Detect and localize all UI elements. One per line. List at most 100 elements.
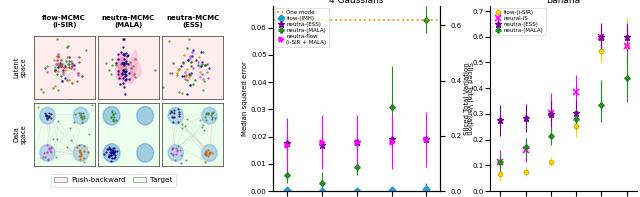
Point [67, 64, 77, 68]
Point [111, 149, 122, 152]
Point [49, 58, 60, 61]
Point [164, 111, 175, 114]
Point [109, 115, 120, 118]
Point [58, 63, 68, 66]
Point [62, 46, 72, 49]
Point [51, 63, 61, 66]
Point [106, 151, 116, 154]
Point [109, 150, 119, 153]
Point [46, 146, 56, 149]
Point [77, 74, 87, 77]
Point [177, 60, 188, 63]
Point [168, 115, 179, 119]
Point [188, 67, 198, 70]
Point [107, 63, 117, 66]
Ellipse shape [125, 61, 133, 83]
Point [52, 58, 62, 61]
Point [177, 126, 187, 129]
Point [188, 48, 198, 52]
Point [60, 76, 70, 79]
Point [118, 76, 128, 80]
Point [118, 69, 128, 72]
Point [109, 151, 119, 154]
Point [42, 117, 52, 120]
Point [108, 112, 118, 115]
Point [75, 158, 85, 161]
Point [168, 115, 178, 119]
Point [55, 64, 65, 67]
Point [50, 85, 60, 88]
Ellipse shape [202, 107, 217, 124]
Point [109, 120, 120, 123]
Point [76, 112, 86, 115]
Point [205, 151, 216, 154]
Point [173, 69, 183, 72]
Point [61, 56, 72, 59]
Point [69, 68, 79, 71]
Ellipse shape [74, 145, 88, 161]
Point [198, 128, 209, 132]
Point [121, 61, 131, 65]
Point [108, 147, 118, 150]
Point [76, 114, 86, 117]
Point [54, 64, 64, 68]
Point [45, 150, 55, 153]
Point [58, 69, 68, 72]
Point [83, 150, 93, 153]
Point [169, 109, 179, 112]
Point [119, 70, 129, 73]
Point [73, 72, 83, 75]
Point [108, 92, 118, 95]
Point [42, 151, 52, 154]
Ellipse shape [202, 145, 217, 161]
Point [113, 57, 123, 60]
Point [174, 110, 184, 113]
Point [65, 126, 75, 129]
Point [44, 148, 54, 151]
Point [61, 59, 71, 62]
Point [53, 62, 63, 65]
Point [104, 148, 115, 151]
Ellipse shape [137, 106, 154, 125]
Point [110, 153, 120, 156]
Point [69, 121, 79, 124]
Point [173, 108, 184, 111]
Ellipse shape [168, 107, 184, 124]
Point [104, 68, 115, 71]
Point [63, 63, 73, 66]
Point [172, 72, 182, 75]
Point [129, 76, 140, 79]
Point [118, 58, 129, 61]
Point [168, 147, 179, 150]
Text: neutra-MCMC
(ESS): neutra-MCMC (ESS) [166, 15, 219, 28]
Point [44, 111, 54, 114]
Point [119, 63, 129, 66]
Point [68, 63, 79, 66]
Point [101, 148, 111, 151]
Point [109, 156, 119, 159]
Point [166, 111, 177, 114]
Ellipse shape [129, 58, 141, 78]
Ellipse shape [119, 54, 127, 78]
Point [51, 156, 61, 159]
Point [75, 150, 85, 153]
Point [99, 152, 109, 155]
Point [123, 53, 133, 56]
Point [123, 62, 133, 65]
Point [243, 126, 253, 129]
Point [52, 72, 62, 75]
Point [116, 72, 127, 75]
Point [195, 76, 205, 79]
Point [168, 154, 179, 157]
Point [41, 113, 51, 116]
Ellipse shape [118, 58, 123, 79]
Point [107, 151, 117, 154]
Point [52, 138, 63, 141]
Point [51, 55, 61, 58]
Point [174, 91, 184, 94]
Ellipse shape [119, 52, 127, 80]
Point [197, 63, 207, 66]
Point [27, 158, 37, 161]
Point [65, 59, 76, 63]
Point [74, 149, 84, 152]
